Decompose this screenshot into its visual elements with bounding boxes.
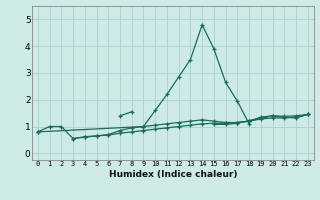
X-axis label: Humidex (Indice chaleur): Humidex (Indice chaleur) (108, 170, 237, 179)
